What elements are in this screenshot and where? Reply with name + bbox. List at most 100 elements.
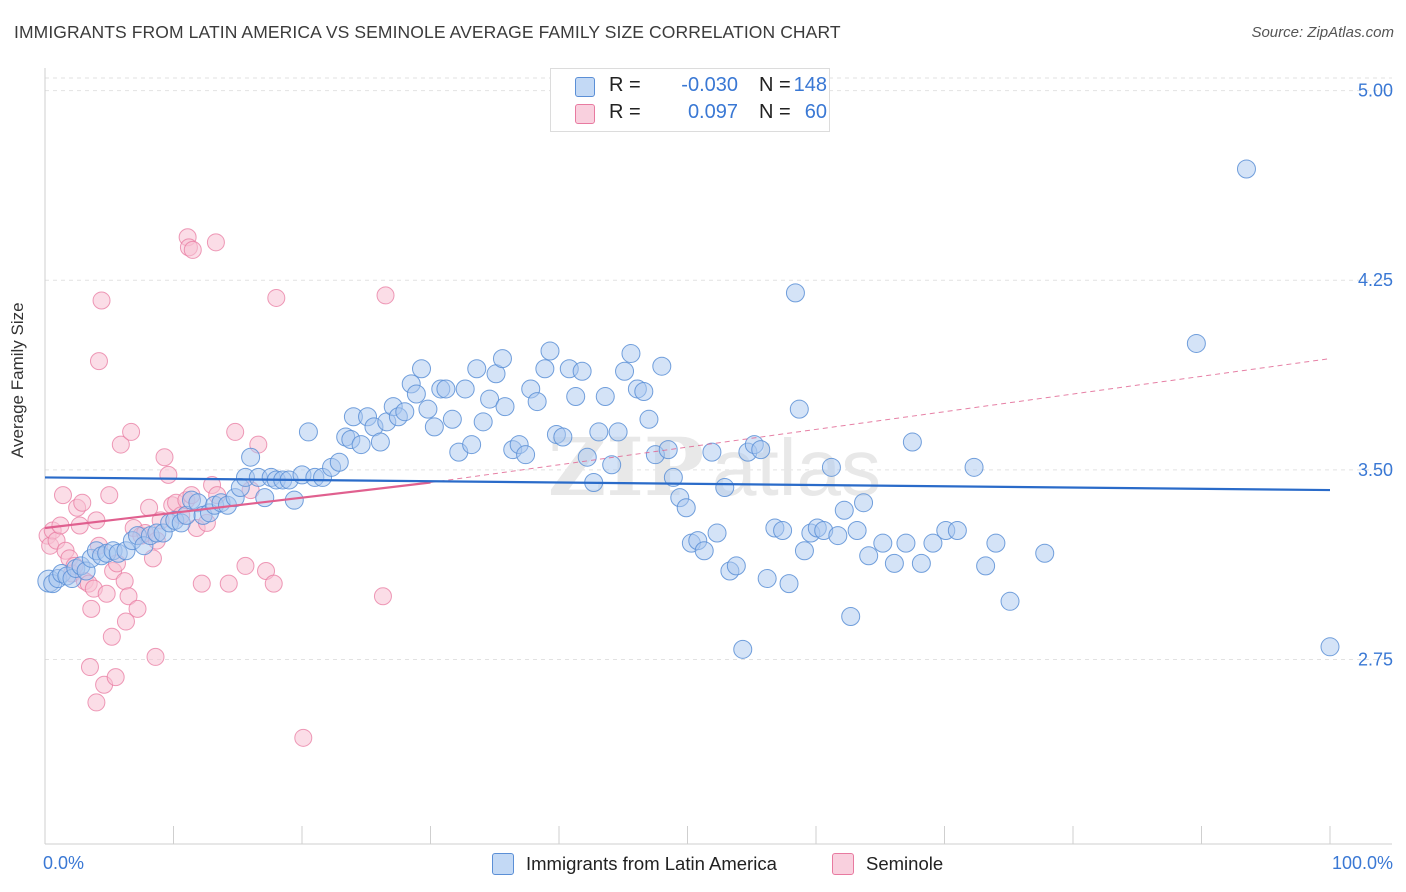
- latin-america-point: [821, 457, 841, 477]
- seminole-point: [155, 448, 174, 467]
- latin-america-point: [1236, 159, 1256, 179]
- latin-america-point: [828, 526, 848, 546]
- latin-america-point: [884, 553, 904, 573]
- latin-america-point: [495, 397, 515, 417]
- seminole-points: [38, 228, 395, 747]
- latin-america-point: [595, 387, 615, 407]
- latin-america-point: [406, 384, 426, 404]
- latin-america-point: [947, 521, 967, 541]
- latin-america-point: [676, 498, 696, 518]
- latin-america-point: [467, 359, 487, 379]
- seminole-point: [97, 584, 116, 603]
- latin-america-point: [608, 422, 628, 442]
- y-tick-label: 3.50: [1358, 460, 1393, 480]
- latin-america-point: [572, 361, 592, 381]
- seminole-point: [92, 291, 111, 310]
- latin-america-point: [351, 435, 371, 455]
- latin-america-point: [923, 533, 943, 553]
- latin-america-trend-line: [44, 476, 1331, 492]
- latin-america-point: [859, 546, 879, 566]
- chart-source: Source: ZipAtlas.com: [1251, 24, 1394, 41]
- latin-america-point: [715, 478, 735, 498]
- seminole-point: [264, 574, 283, 593]
- y-tick-labels: 2.75 3.50 4.25 5.00: [1358, 81, 1393, 670]
- latin-america-point: [527, 392, 547, 412]
- latin-america-points: [37, 159, 1340, 659]
- seminole-point: [111, 435, 130, 454]
- seminole-point: [119, 587, 138, 606]
- y-axis-label: Average Family Size: [8, 302, 27, 458]
- latin-america-point: [1035, 543, 1055, 563]
- latin-america-point: [492, 349, 512, 369]
- latin-america-point: [976, 556, 996, 576]
- latin-america-point: [785, 283, 805, 303]
- latin-america-point: [794, 541, 814, 561]
- latin-america-point: [773, 521, 793, 541]
- latin-america-point: [602, 455, 622, 475]
- latin-america-point: [480, 389, 500, 409]
- latin-america-point: [455, 379, 475, 399]
- seminole-point: [82, 599, 101, 618]
- seminole-point: [143, 549, 162, 568]
- seminole-point: [89, 352, 108, 371]
- y-tick-label: 4.25: [1358, 270, 1393, 290]
- legend-r-label: R =: [609, 101, 641, 123]
- latin-america-point: [329, 452, 349, 472]
- y-tick-label: 5.00: [1358, 81, 1393, 101]
- legend-r-value: 0.097: [687, 101, 738, 123]
- seminole-point: [80, 658, 99, 677]
- latin-america-point: [707, 523, 727, 543]
- latin-america-point: [834, 500, 854, 520]
- seminole-point: [116, 612, 135, 631]
- latin-america-point: [442, 409, 462, 429]
- chart-title: IMMIGRANTS FROM LATIN AMERICA VS SEMINOL…: [14, 22, 841, 42]
- latin-america-point: [241, 447, 261, 467]
- latin-america-point: [873, 533, 893, 553]
- watermark-atlas: atlas: [712, 423, 881, 512]
- seminole-point: [294, 728, 313, 747]
- latin-america-point: [553, 427, 573, 447]
- legend-n-label: N =: [759, 101, 791, 123]
- trend-lines: [44, 358, 1331, 530]
- latin-america-point: [589, 422, 609, 442]
- latin-america-point: [516, 445, 536, 465]
- legend-r-label: R =: [609, 74, 641, 96]
- latin-america-point: [663, 467, 683, 487]
- seminole-point: [53, 486, 72, 505]
- latin-america-point: [566, 387, 586, 407]
- bottom-legend-swatch-pink: [832, 853, 854, 875]
- latin-america-point: [424, 417, 444, 437]
- latin-america-point: [418, 399, 438, 419]
- seminole-point: [219, 574, 238, 593]
- legend-r-value: -0.030: [681, 74, 738, 96]
- correlation-legend: R = -0.030 N = 148 R = 0.097 N = 60: [550, 68, 830, 132]
- seminole-point: [226, 422, 245, 441]
- seminole-point: [115, 572, 134, 591]
- latin-america-point: [639, 409, 659, 429]
- seminole-point: [73, 493, 92, 512]
- latin-america-point: [751, 440, 771, 460]
- latin-america-point: [255, 488, 275, 508]
- y-tick-label: 2.75: [1358, 649, 1393, 669]
- seminole-point: [87, 693, 106, 712]
- bottom-legend-label: Seminole: [866, 853, 944, 874]
- latin-america-point: [911, 553, 931, 573]
- latin-america-point: [779, 574, 799, 594]
- seminole-point: [159, 465, 178, 484]
- latin-america-point: [1000, 591, 1020, 611]
- latin-america-point: [462, 435, 482, 455]
- latin-america-point: [436, 379, 456, 399]
- latin-america-point: [634, 381, 654, 401]
- seminole-point: [100, 486, 119, 505]
- latin-america-point: [535, 359, 555, 379]
- latin-america-point: [298, 422, 318, 442]
- seminole-point: [376, 286, 395, 305]
- latin-america-point: [733, 639, 753, 659]
- seminole-point: [122, 422, 141, 441]
- latin-america-point: [757, 569, 777, 589]
- seminole-point: [373, 587, 392, 606]
- latin-america-point: [395, 402, 415, 422]
- latin-america-point: [896, 533, 916, 553]
- latin-america-point: [964, 457, 984, 477]
- latin-america-point: [577, 447, 597, 467]
